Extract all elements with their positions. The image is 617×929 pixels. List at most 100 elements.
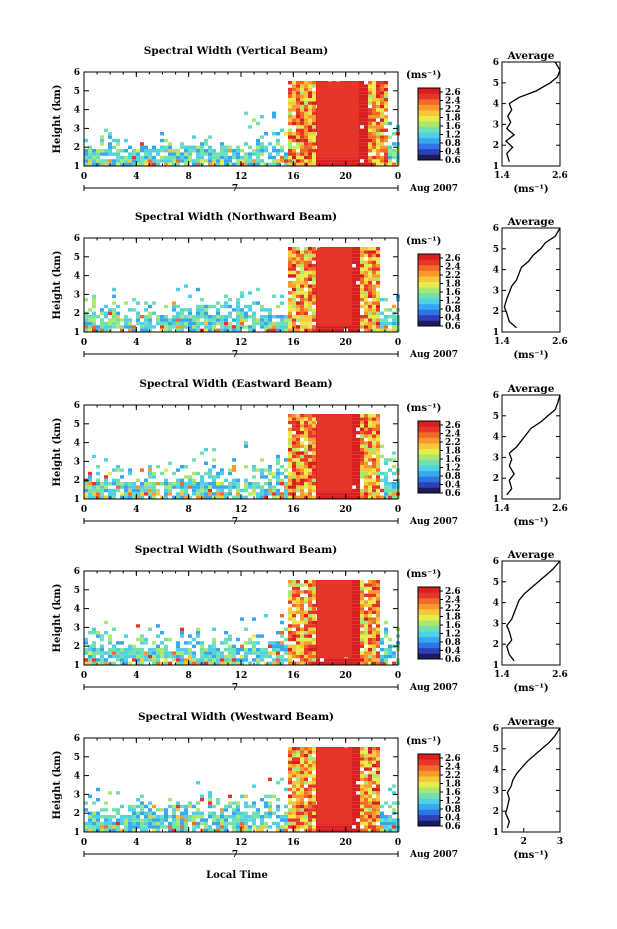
colorbar-swatch [418,254,440,260]
x-tick-label: 16 [287,671,300,681]
heatmap-cell [276,825,280,829]
heatmap-cell [248,637,252,642]
heatmap-cell [252,815,256,819]
heatmap-cell [324,328,328,332]
heatmap-cell [308,427,312,431]
heatmap-cell [300,465,304,469]
heatmap-cell [356,250,360,254]
heatmap-cell [224,304,228,309]
heatmap-cell [368,620,372,625]
heatmap-cell [300,84,304,88]
heatmap-cell [100,311,104,315]
heatmap-cell [352,617,356,621]
heatmap-cell [360,253,364,258]
heatmap-cell [356,600,360,604]
heatmap-cell [376,482,380,486]
heatmap-cell [384,91,388,95]
heatmap-cell [300,485,304,489]
heatmap-cells [84,81,400,166]
heatmap-cell [232,825,236,829]
heatmap-cell [272,651,276,655]
heatmap-cell [188,318,192,322]
heatmap-cell [312,444,316,448]
heatmap-cell [304,627,308,631]
heatmap-cell [352,791,356,795]
heatmap-cell [288,437,292,442]
heatmap-cell [372,431,376,435]
heatmap-cell [288,81,292,85]
heatmap-cell [276,658,280,662]
heatmap-cell [124,825,128,829]
heatmap-cell [164,644,168,648]
heatmap-cell [260,321,264,326]
heatmap-cell [96,658,100,662]
heatmap-cell [220,152,224,156]
heatmap-cell [284,155,288,160]
heatmap-cell [380,637,384,642]
heatmap-cell [392,162,396,166]
heatmap-cell [356,620,360,625]
heatmap-cell [376,627,380,631]
heatmap-cell [168,637,172,642]
heatmap-cell [236,145,240,149]
heatmap-cell [276,475,280,479]
x-tick-label: 4 [133,338,139,348]
heatmap-cell [204,448,208,452]
heatmap-cell [296,637,300,642]
heatmap-cell [360,637,364,642]
heatmap-cell [280,641,284,645]
heatmap-cell [104,328,108,332]
heatmap-cell [144,149,148,153]
heatmap-cell [308,454,312,459]
heatmap-cell [312,149,316,153]
heatmap-cell [356,764,360,768]
heatmap-cell [292,586,296,591]
heatmap-cell [204,485,208,489]
heatmap-cell [112,482,116,486]
heatmap-cell [192,644,196,648]
average-x-tick-label: 2.6 [552,670,568,680]
heatmap-cell [284,458,288,462]
heatmap-cell [100,328,104,332]
heatmap-cell [308,94,312,98]
heatmap-cell [192,811,196,815]
heatmap-cell [308,492,312,496]
heatmap-cell [300,321,304,326]
heatmap-cell [368,257,372,261]
heatmap-cell [312,798,316,802]
heatmap-cell [184,661,188,665]
heatmap-cell [300,461,304,465]
heatmap-cell [244,825,248,829]
heatmap-cell [368,321,372,326]
heatmap-cell [96,492,100,496]
heatmap-cell [204,149,208,153]
heatmap-cell [280,614,284,618]
heatmap-cell [228,162,232,166]
heatmap-cell [220,328,224,332]
heatmap-cell [164,482,168,486]
heatmap-cell [288,631,292,635]
colorbar-tick-label: 0.4 [445,647,461,657]
heatmap-cell [132,818,136,822]
heatmap-cell [328,661,332,665]
heatmap-cell [144,328,148,332]
heatmap-cell [128,159,132,163]
heatmap-cell [364,87,368,92]
heatmap-cell [364,794,368,798]
heatmap-cell [216,318,220,322]
heatmap-cell [304,631,308,635]
heatmap-cell [288,162,292,166]
heatmap-cell [292,654,296,659]
heatmap-cell [300,284,304,288]
heatmap-cell [368,475,372,479]
average-y-tick-label: 5 [493,79,499,89]
average-profile-line [504,61,561,162]
heatmap-cell [272,794,276,798]
heatmap-cell [308,781,312,785]
heatmap-cell [208,155,212,160]
heatmap-cell [284,648,288,652]
heatmap-cell [376,583,380,587]
heatmap-cell [88,308,92,312]
heatmap-cell [108,321,112,326]
heatmap-cell [296,274,300,278]
